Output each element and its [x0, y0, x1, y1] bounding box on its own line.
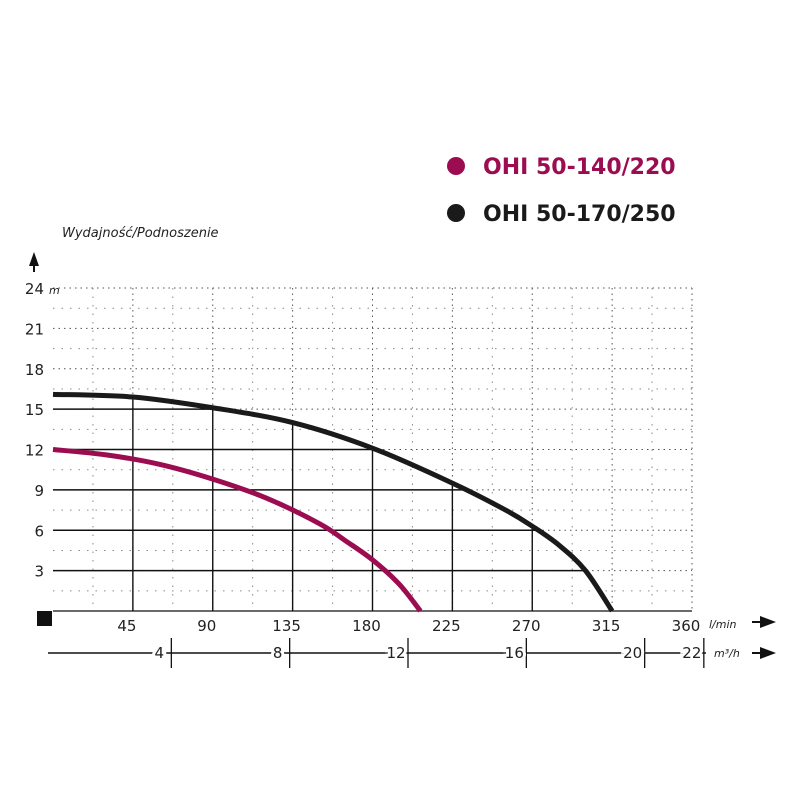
y-tick-label: 15: [25, 401, 44, 419]
y-tick-label: 24: [25, 280, 44, 298]
x-tick-label: 360: [672, 617, 701, 635]
y-unit-label: m: [49, 284, 60, 297]
x2-tick-label: 4: [155, 644, 165, 662]
origin-square: [37, 611, 52, 626]
y-tick-label: 9: [34, 482, 44, 500]
x-unit-label: l/min: [709, 618, 737, 631]
x-tick-label: 45: [117, 617, 136, 635]
x-tick-label: 270: [512, 617, 541, 635]
x-tick-label: 135: [272, 617, 301, 635]
x2-unit-label: m³/h: [714, 647, 740, 660]
series-line-2: [52, 391, 615, 613]
y-axis-arrow-icon: [29, 252, 39, 266]
x2-tick-label: 12: [386, 644, 405, 662]
y-axis-title: Wydajność/Podnoszenie: [62, 226, 219, 241]
legend-marker-1: [447, 157, 465, 175]
x2-tick-label: 8: [273, 644, 283, 662]
x2-tick-label: 22: [682, 644, 701, 662]
solid-grid: [53, 397, 586, 611]
x2-tick-label: 16: [505, 644, 524, 662]
legend-label-2: OHI 50-170/250: [483, 202, 676, 227]
series-line-1: [52, 447, 423, 613]
y-tick-label: 12: [25, 442, 44, 460]
y-tick-label: 3: [34, 563, 44, 581]
y-tick-label: 18: [25, 361, 44, 379]
y-tick-label: 21: [25, 320, 44, 338]
x-tick-label: 90: [197, 617, 216, 635]
legend-marker-2: [447, 204, 465, 222]
x2-tick-label: 20: [623, 644, 642, 662]
legend-label-1: OHI 50-140/220: [483, 155, 676, 180]
x2-axis-arrow-icon: [760, 647, 776, 659]
x-axis-arrow-icon: [760, 616, 776, 628]
x-tick-label: 225: [432, 617, 461, 635]
x-tick-label: 180: [352, 617, 381, 635]
x-tick-label: 315: [592, 617, 621, 635]
y-tick-label: 6: [34, 522, 44, 540]
